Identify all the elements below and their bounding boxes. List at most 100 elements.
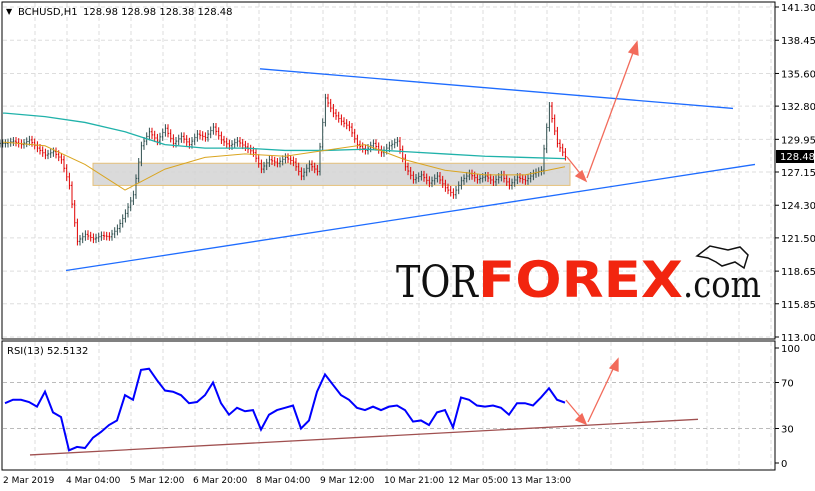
price-bar — [479, 174, 481, 184]
upper-trendline[interactable] — [259, 68, 734, 110]
price-bar — [92, 233, 95, 244]
price-bar — [119, 219, 121, 233]
price-bar — [204, 132, 207, 142]
price-bar — [423, 170, 425, 182]
price-bars — [0, 93, 567, 246]
price-bar — [548, 102, 551, 132]
price-bar — [185, 135, 188, 146]
price-bar — [73, 199, 76, 227]
price-bar — [113, 227, 116, 239]
price-bar — [335, 109, 337, 120]
price-bar — [215, 123, 217, 136]
price-bar — [47, 149, 49, 160]
price-bar — [545, 123, 548, 153]
price-bar — [71, 181, 73, 209]
price-bar — [105, 231, 108, 241]
price-bar — [81, 232, 84, 244]
price-bar — [249, 144, 252, 155]
price-bar — [527, 174, 529, 185]
price-bar — [12, 137, 15, 146]
y-tick-label: 113.00 — [781, 333, 815, 344]
price-bar — [257, 154, 260, 168]
price-bar — [324, 93, 327, 127]
price-bar — [209, 126, 212, 139]
lower-trendline[interactable] — [65, 163, 756, 272]
bull-icon — [695, 245, 749, 270]
price-bar — [348, 121, 351, 132]
price-bar — [263, 161, 265, 174]
price-bar — [55, 147, 57, 159]
price-axis: 141.30 138.45 135.60 132.80 129.95 127.15 124.… — [775, 3, 815, 344]
price-bar — [236, 137, 239, 147]
price-bar — [551, 102, 553, 123]
x-tick: 5 Mar 12:00 — [130, 476, 185, 486]
price-bar — [433, 174, 436, 185]
price-bar — [561, 143, 564, 157]
price-bar — [487, 172, 489, 183]
y-tick-label: 124.30 — [781, 201, 815, 212]
price-bar — [511, 178, 513, 190]
price-bar — [441, 175, 444, 188]
rsi-forecast-arrows — [565, 357, 619, 426]
price-bar — [183, 132, 185, 144]
price-bar — [532, 169, 535, 181]
price-bar — [311, 160, 313, 171]
price-bar — [455, 185, 457, 199]
price-bar — [225, 137, 228, 148]
price-bar — [521, 174, 524, 184]
y-tick-label: 141.30 — [781, 3, 815, 14]
price-bar — [308, 160, 311, 173]
price-bar — [305, 164, 308, 177]
price-bar — [153, 130, 156, 143]
rsi-trendline[interactable] — [29, 418, 699, 456]
price-bar — [151, 127, 153, 139]
price-bar — [220, 131, 223, 145]
price-bar — [417, 172, 420, 183]
price-bar — [524, 175, 527, 185]
price-bar — [239, 137, 241, 148]
price-bar — [564, 148, 567, 161]
price-bar — [15, 137, 17, 147]
price-bar — [121, 214, 124, 228]
y-tick-label: 132.80 — [781, 102, 815, 113]
price-bar — [271, 155, 273, 166]
price-bar — [217, 127, 220, 140]
price-bar — [169, 129, 172, 143]
price-bar — [489, 173, 492, 185]
price-bar — [87, 230, 89, 241]
y-tick-label: 115.85 — [781, 300, 815, 311]
svg-text:FOREX: FOREX — [478, 251, 683, 309]
collapse-triangle-icon[interactable]: ▼ — [6, 7, 13, 16]
price-bar — [409, 166, 412, 180]
price-bar — [457, 181, 460, 195]
price-bar — [180, 132, 183, 143]
price-bar — [393, 138, 396, 149]
price-bar — [377, 142, 380, 154]
price-bar — [124, 209, 127, 223]
price-bar — [449, 185, 452, 197]
price-bar — [332, 103, 335, 118]
price-bar — [361, 142, 364, 153]
price-bar — [164, 124, 167, 137]
price-bar — [465, 172, 468, 183]
price-bar — [447, 183, 449, 195]
price-bar — [97, 232, 100, 242]
rsi-axis: 100 70 30 0 — [775, 344, 800, 470]
price-bar — [52, 147, 55, 157]
price-bar — [412, 171, 415, 184]
price-bar — [295, 158, 297, 171]
rsi-tick-label: 0 — [781, 459, 787, 470]
price-bar — [76, 218, 79, 246]
price-bar — [468, 169, 471, 181]
price-bar — [95, 233, 97, 244]
price-bar — [79, 234, 81, 246]
price-bar — [553, 114, 556, 136]
price-bar — [167, 124, 169, 138]
symbol-label: BCHUSD,H1 — [18, 7, 78, 18]
price-bar — [129, 196, 132, 212]
price-bar — [268, 155, 271, 167]
price-bar — [513, 175, 516, 187]
price-bar — [273, 156, 276, 167]
price-bar — [135, 174, 137, 199]
price-bar — [223, 135, 225, 146]
